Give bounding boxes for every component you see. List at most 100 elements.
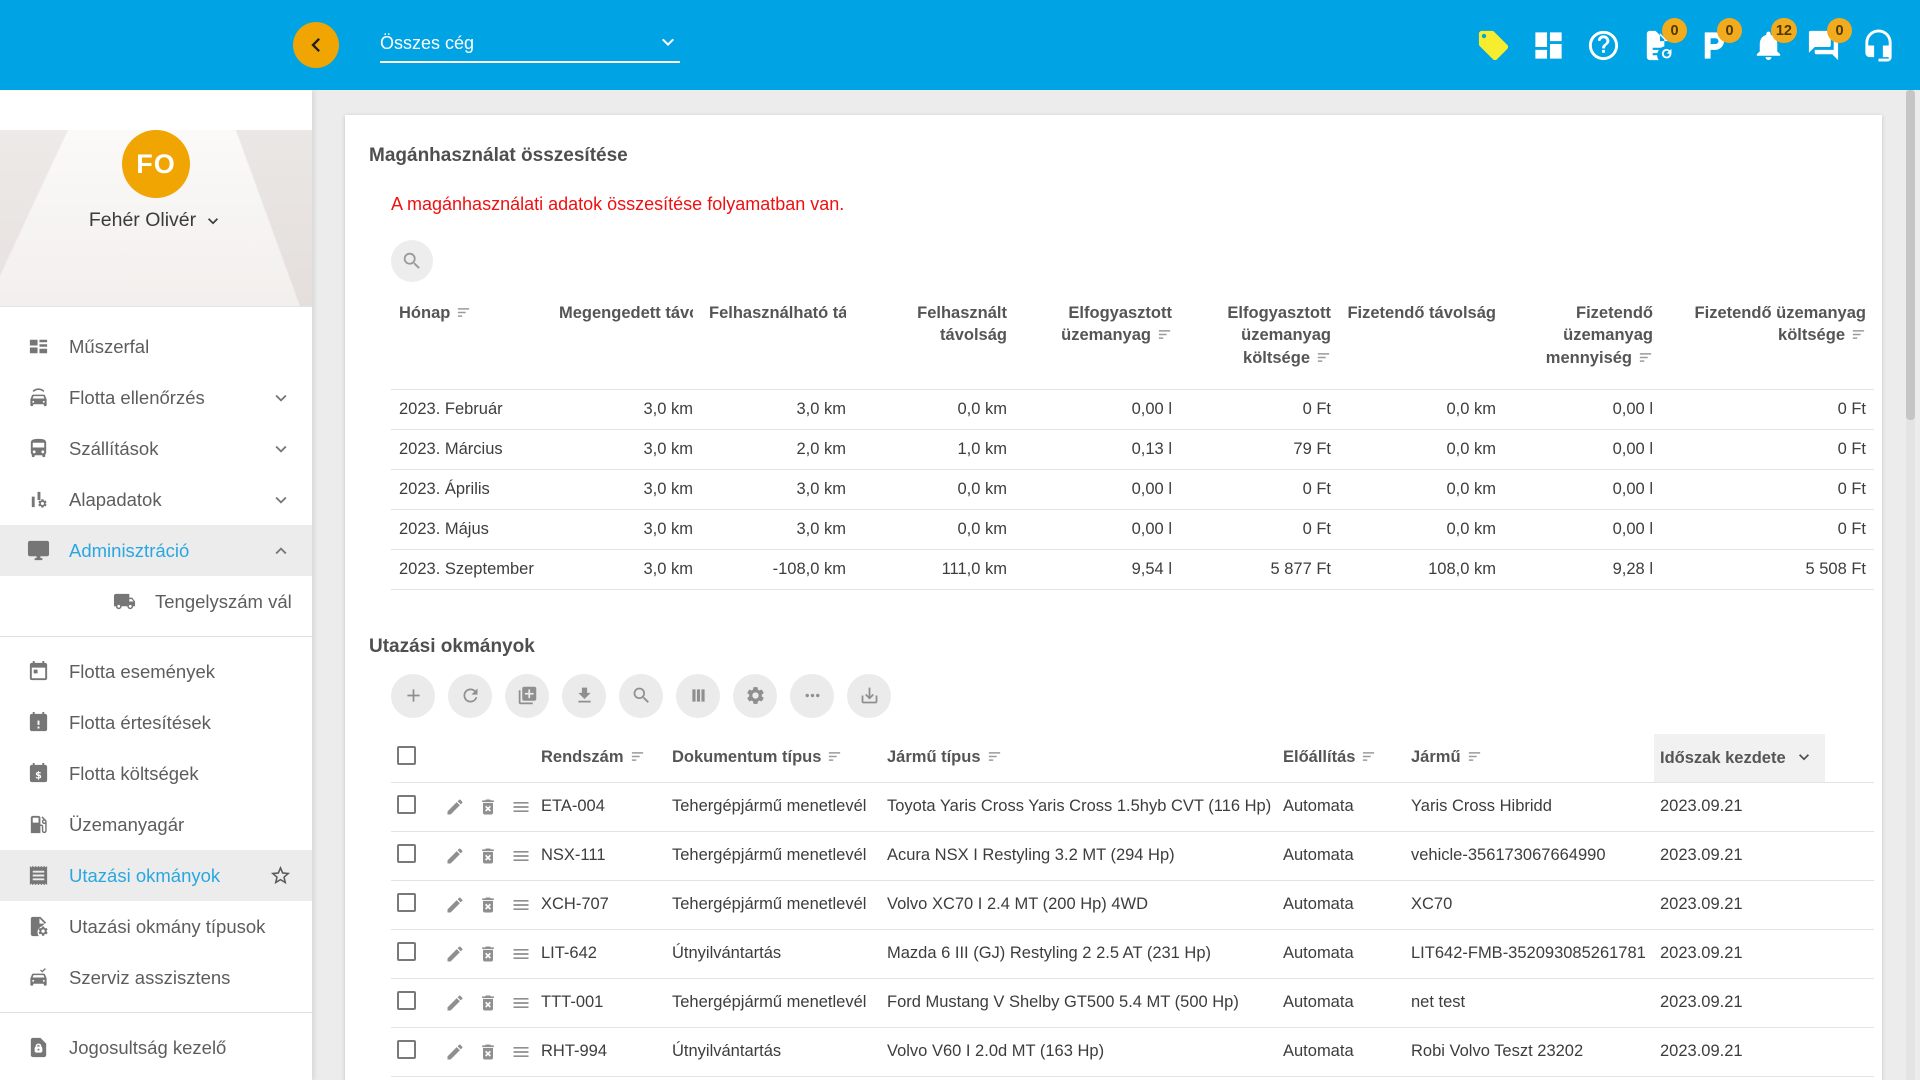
document-row: TTT-001 Tehergépjármű menetlevél Ford Must… [391,977,1874,1028]
messages-button[interactable]: 0 [1805,18,1852,63]
select-all-checkbox[interactable] [397,745,416,765]
refresh-button[interactable] [448,673,492,718]
delete-button[interactable] [478,1042,498,1062]
delete-button[interactable] [478,797,498,817]
sidebar-item-muszerfal[interactable]: Műszerfal [0,321,312,372]
sidebar-item-jogosultsag-kezelo[interactable]: Jogosultság kezelő [0,1022,312,1073]
document-cell: XCH-707 [535,879,666,930]
column-header-jarmu-tipus[interactable]: Jármű típus [881,734,1277,783]
document-sync-button[interactable]: 0 [1640,18,1687,63]
user-menu[interactable]: Fehér Olivér [0,209,312,232]
row-menu-button[interactable] [511,993,531,1013]
document-cell: NSX-111 [535,830,666,881]
sidebar-item-flotta-esemenyek[interactable]: Flotta események [0,646,312,697]
row-menu-button[interactable] [511,1042,531,1062]
row-menu-button[interactable] [511,895,531,915]
download-button[interactable] [562,673,606,718]
tag-button[interactable] [1475,27,1511,63]
summary-cell: -108,0 km [701,548,854,590]
document-cell: Ford Mustang V Shelby GT500 5.4 MT (500 … [881,977,1277,1028]
document-cell: 2023.09.21 [1654,781,1825,832]
document-cell: Automata [1277,1026,1405,1077]
sidebar-item-alapadatok[interactable]: Alapadatok [0,474,312,525]
calendar-dollar-icon: $ [29,762,48,783]
duplicate-button[interactable] [505,673,549,718]
edit-icon [447,848,463,864]
sidebar-item-szallitasok[interactable]: Szállítások [0,423,312,474]
summary-cell: 2023. Május [391,508,551,550]
sidebar-item-adminisztracio[interactable]: Adminisztráció [0,525,312,576]
column-header-honap[interactable]: Hónap [391,294,551,389]
avatar[interactable]: FO [122,130,190,198]
row-actions-cell [439,928,535,979]
sidebar-item-szerviz-asszisztens[interactable]: Szerviz asszisztens [0,952,312,1003]
column-header-elfogyasztott-uzemanyag-koltsege[interactable]: Elfogyasztott üzemanyag költsége [1227,304,1331,367]
settings-button[interactable] [733,673,777,718]
headset-button[interactable] [1860,27,1896,63]
sidebar-item-flotta-koltsegek[interactable]: $ Flotta költségek [0,748,312,799]
column-header-dokumentum-tipus[interactable]: Dokumentum típus [666,734,881,783]
document-cell: net test [1405,977,1654,1028]
summary-search-button[interactable] [391,240,433,282]
sidebar-item-utazasi-okmanyok[interactable]: Utazási okmányok [0,850,312,901]
scrollbar-thumb[interactable] [1906,90,1915,420]
add-button[interactable] [391,673,435,718]
row-checkbox[interactable] [397,941,416,961]
column-header-elfogyasztott-uzemanyag[interactable]: Elfogyasztott üzemanyag [1061,304,1172,345]
document-cell: Útnyilvántartás [666,1026,881,1077]
row-menu-button[interactable] [511,846,531,866]
document-cell: Tehergépjármű menetlevél [666,879,881,930]
calendar-icon [29,660,48,681]
column-header-felhasznalt-tavolsag: Felhasznált távolság [917,304,1007,345]
sidebar-item-tengelyszam-valtas[interactable]: Tengelyszám váltás [0,576,312,627]
delete-button[interactable] [478,944,498,964]
edit-button[interactable] [445,1042,465,1062]
edit-button[interactable] [445,797,465,817]
apps-grid-button[interactable] [1530,27,1566,63]
edit-button[interactable] [445,846,465,866]
column-header-fizetendo-uzemanyag-koltsege[interactable]: Fizetendő üzemanyag költsége [1694,304,1866,345]
column-header-jarmu[interactable]: Jármű [1405,734,1654,783]
fleet-check-icon [30,388,47,407]
row-menu-button[interactable] [511,944,531,964]
add-icon [406,689,420,702]
edit-button[interactable] [445,993,465,1013]
sidebar-item-flotta-ertesitesek[interactable]: Flotta értesítések [0,697,312,748]
row-checkbox[interactable] [397,892,416,912]
delete-button[interactable] [478,895,498,915]
row-checkbox[interactable] [397,843,416,863]
sidebar-item-uzemanyagar[interactable]: Üzemanyagár [0,799,312,850]
more-button[interactable] [790,673,834,718]
row-checkbox[interactable] [397,794,416,814]
row-checkbox[interactable] [397,1039,416,1059]
company-selector[interactable]: Összes cég [380,30,680,63]
column-header-fizetendo-uzemanyag-mennyiseg[interactable]: Fizetendő üzemanyag mennyiség [1545,304,1653,367]
columns-button[interactable] [676,673,720,718]
sidebar-item-utazasi-okmany-tipusok[interactable]: Utazási okmány típusok [0,901,312,952]
scrollbar-track[interactable] [1906,90,1915,1080]
delete-button[interactable] [478,993,498,1013]
edit-button[interactable] [445,895,465,915]
column-header-eloallitas[interactable]: Előállítás [1277,734,1405,783]
edit-button[interactable] [445,944,465,964]
back-button[interactable] [293,22,339,68]
delete-button[interactable] [478,846,498,866]
summary-cell: 0 Ft [1180,388,1339,430]
svg-text:$: $ [35,770,42,781]
topbar: Összes cég 0 0 12 0 [0,0,1920,90]
bell-button[interactable]: 12 [1750,18,1797,63]
sidebar-item-szabalykezelo[interactable]: Szabálykezelő [0,1073,312,1080]
search-button[interactable] [619,673,663,718]
row-menu-button[interactable] [511,797,531,817]
column-header-rendszam[interactable]: Rendszám [535,734,666,783]
parking-button[interactable]: 0 [1695,18,1742,63]
document-cell: RHT-994 [535,1026,666,1077]
sidebar-item-flotta-ellenorzes[interactable]: Flotta ellenőrzés [0,372,312,423]
calendar-alert-icon [29,711,48,732]
help-button[interactable] [1585,27,1621,63]
column-header-idoszak-kezdete[interactable]: Időszak kezdete [1654,733,1825,783]
row-checkbox[interactable] [397,990,416,1010]
summary-cell: 2023. Április [391,468,551,510]
export-button[interactable] [847,673,891,718]
messages-badge: 0 [1827,18,1852,43]
